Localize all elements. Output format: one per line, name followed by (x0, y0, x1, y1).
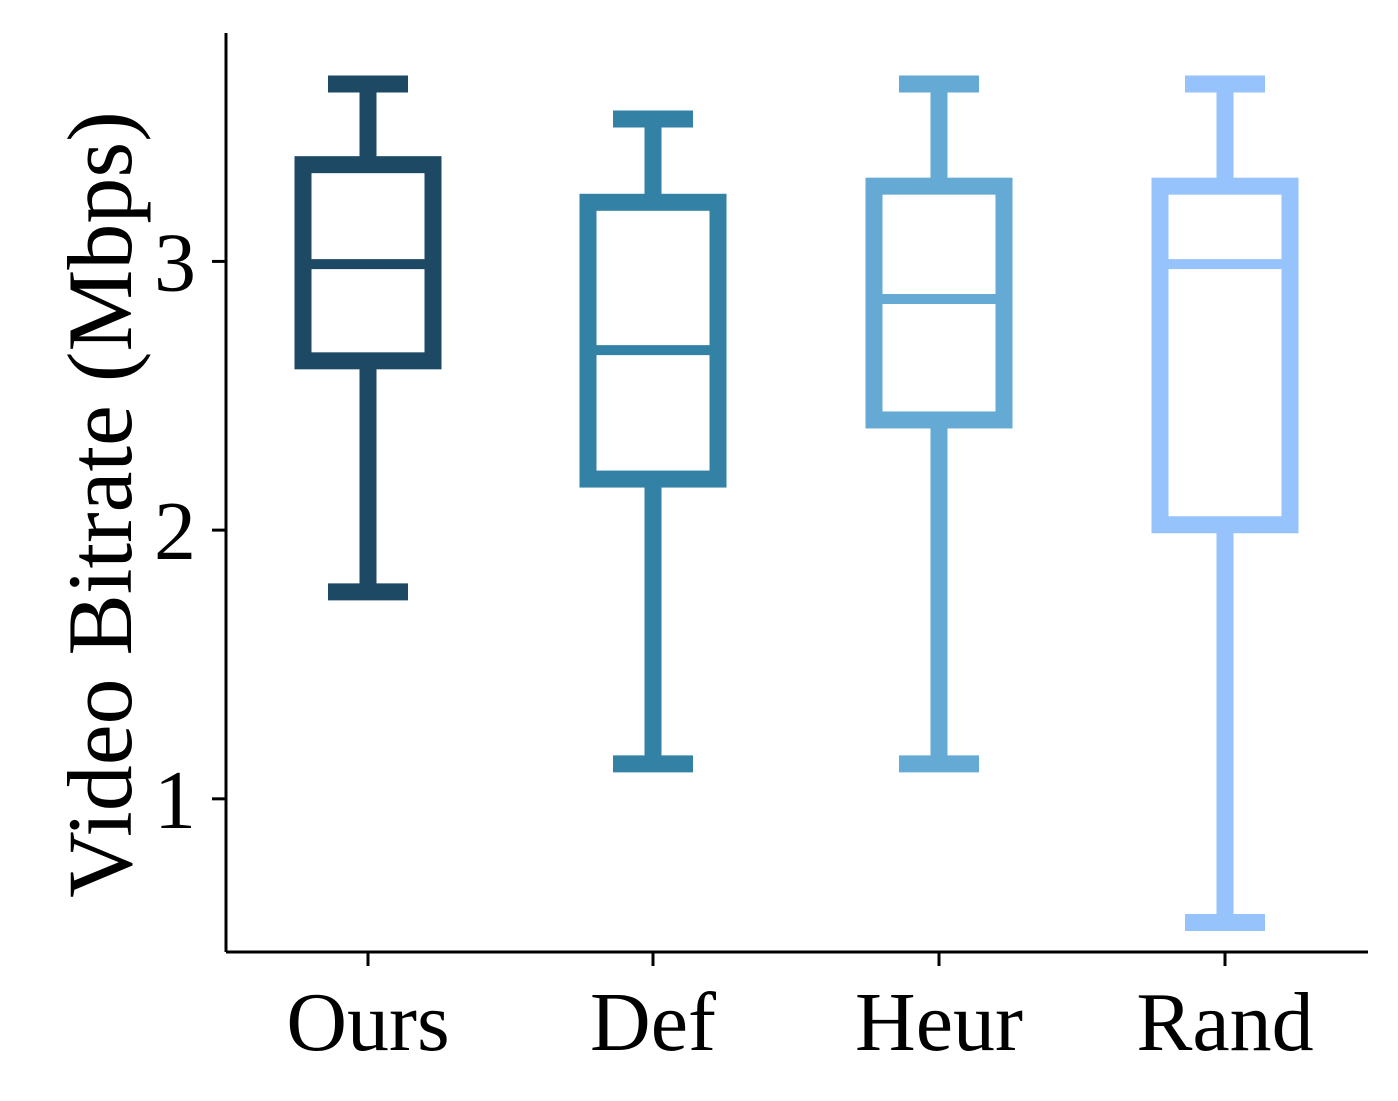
x-tick-label: Rand (1136, 976, 1313, 1069)
box-ours (294, 75, 442, 601)
iqr-box (1151, 177, 1299, 534)
x-tick-label: Heur (855, 976, 1023, 1069)
box-heur (865, 75, 1013, 773)
y-tick-label: 2 (154, 485, 196, 578)
box-rand (1151, 75, 1299, 931)
box-group (294, 75, 1299, 931)
y-tick-label: 3 (154, 216, 196, 309)
y-axis-title: Video Bitrate (Mbps) (49, 111, 151, 898)
x-tick-label: Ours (286, 976, 449, 1069)
y-ticks: 1 2 3 (154, 216, 226, 847)
y-tick-label: 1 (154, 754, 196, 847)
x-ticks: Ours Def Heur Rand (286, 952, 1314, 1069)
x-tick-label: Def (590, 976, 716, 1069)
box-def (579, 110, 727, 773)
iqr-box (579, 193, 727, 488)
